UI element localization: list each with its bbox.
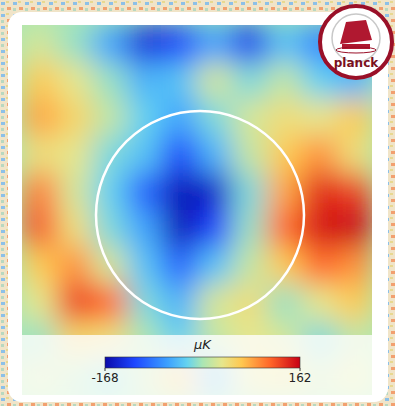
cell [267,62,303,100]
logo: planck [320,6,392,78]
cell [22,136,58,174]
cell [337,136,372,174]
colorbar-band [22,335,372,395]
figure: μK -168 162 planck [0,0,395,406]
cell [337,247,372,285]
cell [197,210,233,248]
cell [127,136,163,174]
cell [162,99,198,137]
cell [127,173,163,211]
cell [337,284,372,322]
map [22,25,372,395]
cell [92,136,128,174]
cell [232,173,268,211]
cell [92,62,128,100]
cell [197,99,233,137]
cell [197,136,233,174]
cell [302,247,338,285]
cell [92,25,128,63]
cell [197,173,233,211]
logo-ring [320,6,392,78]
cell [162,210,198,248]
map-ground [22,25,372,395]
cell [267,99,303,137]
cell [57,284,93,322]
cell [162,247,198,285]
cell [197,62,233,100]
logo-text: planck [334,56,379,70]
cell [232,210,268,248]
logo-shield [336,47,376,53]
cell [267,210,303,248]
cell [267,25,303,63]
cell [197,247,233,285]
cell [22,284,58,322]
cell [22,247,58,285]
cell [57,173,93,211]
cell [337,210,372,248]
cell [22,99,58,137]
cell [302,284,338,322]
cell [57,210,93,248]
cell [232,247,268,285]
cell [302,136,338,174]
cell [162,25,198,63]
cell [337,99,372,137]
cells [22,25,372,395]
cell [57,25,93,63]
colorbar-tick-label: 162 [289,371,312,385]
logo-inner-ring [332,14,380,62]
cell [22,62,58,100]
cell [127,25,163,63]
colorbar-tick-label: -168 [91,371,118,385]
cell [92,99,128,137]
cell [162,62,198,100]
cell [197,25,233,63]
cell [337,173,372,211]
cell [302,99,338,137]
cell [162,173,198,211]
cell [162,136,198,174]
cell [57,62,93,100]
cell [57,136,93,174]
cell [232,136,268,174]
cell [127,62,163,100]
cell [302,173,338,211]
cell [22,210,58,248]
colorbar-label: μK [193,337,212,352]
cell [232,62,268,100]
logo-telescope [340,20,372,44]
cell [22,25,58,63]
colorbar [105,357,300,368]
cell [57,99,93,137]
cell [92,284,128,322]
cold-spot-circle [96,111,304,319]
sky-background [0,0,395,406]
cell [232,25,268,63]
cell [232,284,268,322]
cell [22,173,58,211]
cell [127,247,163,285]
cell [127,99,163,137]
cell [127,210,163,248]
cell [57,247,93,285]
cell [302,210,338,248]
